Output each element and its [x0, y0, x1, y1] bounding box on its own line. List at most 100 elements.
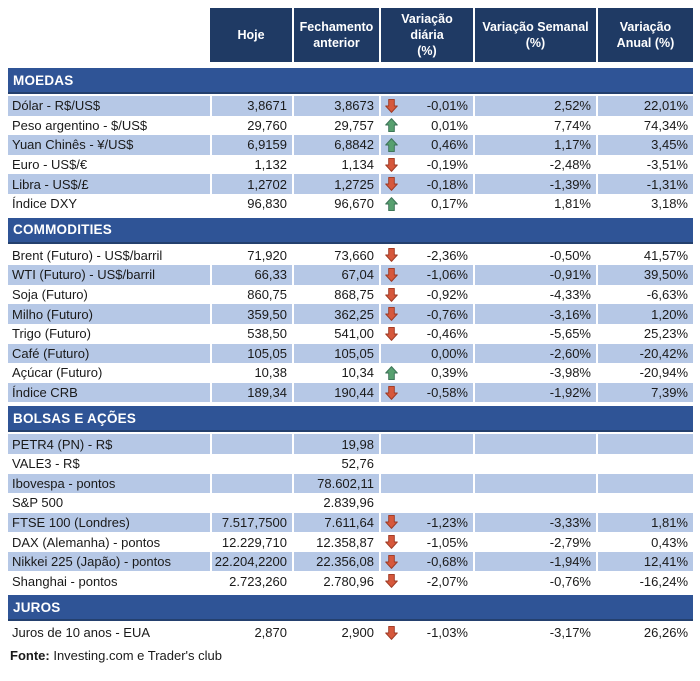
section-bolsas-e-acoes: BOLSAS E AÇÕES PETR4 (PN) - R$ 19,98 VALE3 … — [8, 406, 693, 592]
trend-down-icon — [384, 98, 399, 114]
section-header-commodities: COMMODITIES — [8, 217, 693, 244]
cell-hoje: 3,8671 — [210, 96, 292, 116]
cell-variacao-diaria: -1,06% — [379, 265, 473, 285]
section-header-moedas: MOEDAS — [8, 68, 693, 94]
cell-variacao-semanal — [473, 493, 596, 513]
cell-variacao-semanal: -0,91% — [473, 265, 596, 285]
cell-hoje: 7.517,7500 — [210, 512, 292, 533]
table-row: S&P 500 2.839,96 — [8, 493, 693, 513]
cell-value: 0,46% — [431, 137, 468, 153]
cell-value: 0,00% — [431, 345, 468, 361]
cell-value: -1,23% — [426, 514, 468, 530]
cell-hoje: 189,34 — [210, 382, 292, 403]
cell-variacao-anual: 39,50% — [596, 265, 693, 285]
cell-variacao-diaria: -0,01% — [379, 96, 473, 116]
cell-variacao-anual: -20,94% — [596, 363, 693, 383]
column-header-label: Fechamento anterior — [299, 19, 374, 50]
cell-variacao-semanal: -3,17% — [473, 623, 596, 643]
cell-fechamento-anterior: 22.356,08 — [292, 551, 379, 572]
cell-hoje: 10,38 — [210, 363, 292, 383]
cell-variacao-anual: 26,26% — [596, 623, 693, 643]
trend-down-icon — [384, 514, 399, 530]
row-label: Euro - US$/€ — [12, 157, 88, 173]
trend-down-icon — [384, 267, 399, 283]
cell-hoje: 1,132 — [210, 154, 292, 175]
cell-variacao-semanal: -3,33% — [473, 512, 596, 533]
cell-fechamento-anterior: 3,8673 — [292, 96, 379, 116]
cell-fechamento-anterior: 96,670 — [292, 193, 379, 214]
source-text: Investing.com e Trader's club — [49, 647, 223, 663]
cell-variacao-diaria: -2,36% — [379, 245, 473, 266]
cell-variacao-diaria: 0,17% — [379, 193, 473, 214]
row-label: Trigo (Futuro) — [12, 326, 91, 342]
cell-variacao-semanal: -1,39% — [473, 174, 596, 194]
cell-variacao-anual: 12,41% — [596, 551, 693, 572]
cell-variacao-semanal: 7,74% — [473, 115, 596, 136]
cell-variacao-semanal — [473, 453, 596, 474]
table-row: VALE3 - R$ 52,76 — [8, 453, 693, 474]
cell-hoje: 6,9159 — [210, 135, 292, 155]
cell-fechamento-anterior: 10,34 — [292, 363, 379, 383]
trend-up-icon — [384, 137, 399, 153]
trend-down-icon — [384, 247, 399, 263]
cell-variacao-diaria: -0,92% — [379, 284, 473, 305]
table-row: PETR4 (PN) - R$ 19,98 — [8, 434, 693, 454]
cell-variacao-anual: 3,45% — [596, 135, 693, 155]
cell-fechamento-anterior: 12.358,87 — [292, 532, 379, 552]
cell-variacao-semanal: -4,33% — [473, 284, 596, 305]
section-commodities: COMMODITIES Brent (Futuro) - US$/barril 71… — [8, 217, 693, 403]
column-header-variacao-diaria: Variação diária (%) — [379, 8, 473, 62]
row-label: Ibovespa - pontos — [8, 473, 210, 494]
source-note: Fonte: Investing.com e Trader's club — [8, 648, 693, 663]
header-spacer — [8, 8, 210, 62]
cell-value: 0,39% — [431, 365, 468, 381]
cell-variacao-anual: 3,18% — [596, 193, 693, 214]
section-header-juros: JUROS — [8, 595, 693, 622]
trend-down-icon — [384, 176, 399, 192]
cell-variacao-diaria: 0,00% — [379, 343, 473, 364]
cell-variacao-semanal: -3,16% — [473, 304, 596, 324]
row-label: FTSE 100 (Londres) — [8, 512, 210, 533]
cell-value: -0,76% — [426, 306, 468, 322]
row-label: Índice CRB — [8, 382, 210, 403]
cell-variacao-diaria: 0,46% — [379, 135, 473, 155]
table-row: Trigo (Futuro) 538,50 541,00 -0,46% -5,65% 25… — [8, 323, 693, 344]
cell-hoje: 105,05 — [210, 343, 292, 364]
cell-fechamento-anterior: 2.839,96 — [292, 493, 379, 513]
row-label: WTI (Futuro) - US$/barril — [8, 265, 210, 285]
cell-fechamento-anterior: 19,98 — [292, 434, 379, 454]
table-row: Índice CRB 189,34 190,44 -0,58% -1,92% 7,39% — [8, 382, 693, 403]
cell-value: 0,17% — [431, 196, 468, 212]
cell-variacao-anual: 41,57% — [596, 245, 693, 266]
cell-hoje: 2,870 — [210, 623, 292, 643]
row-label: Yuan Chinês - ¥/US$ — [8, 135, 210, 155]
cell-hoje: 1,2702 — [210, 174, 292, 194]
section-title: BOLSAS E AÇÕES — [13, 410, 137, 426]
cell-hoje — [210, 434, 292, 454]
section-title: JUROS — [13, 599, 61, 615]
section-moedas: MOEDAS Dólar - R$/US$ 3,8671 3,8673 -0,01% 2,… — [8, 68, 693, 214]
cell-variacao-semanal — [473, 434, 596, 454]
row-label: Peso argentino - $/US$ — [12, 117, 148, 133]
cell-variacao-anual: -16,24% — [596, 571, 693, 592]
cell-value: 0,01% — [431, 117, 468, 133]
row-label: S&P 500 — [12, 495, 64, 511]
trend-down-icon — [384, 534, 399, 550]
cell-variacao-semanal: -2,79% — [473, 532, 596, 552]
table-row: Dólar - R$/US$ 3,8671 3,8673 -0,01% 2,52% 22,… — [8, 96, 693, 116]
cell-variacao-diaria — [379, 473, 473, 494]
cell-variacao-diaria: -0,58% — [379, 382, 473, 403]
column-header-variacao-semanal: Variação Semanal (%) — [473, 8, 596, 62]
row-label: Dólar - R$/US$ — [8, 96, 210, 116]
cell-variacao-anual: -20,42% — [596, 343, 693, 364]
cell-variacao-semanal: 1,81% — [473, 193, 596, 214]
cell-variacao-diaria: -0,18% — [379, 174, 473, 194]
row-label: Libra - US$/£ — [8, 174, 210, 194]
table-row: Milho (Futuro) 359,50 362,25 -0,76% -3,16% 1,… — [8, 304, 693, 324]
cell-value: -0,46% — [426, 326, 468, 342]
cell-value: -2,07% — [426, 573, 468, 589]
cell-value: -2,36% — [426, 247, 468, 263]
cell-hoje: 359,50 — [210, 304, 292, 324]
cell-hoje: 71,920 — [210, 245, 292, 266]
cell-variacao-diaria — [379, 434, 473, 454]
